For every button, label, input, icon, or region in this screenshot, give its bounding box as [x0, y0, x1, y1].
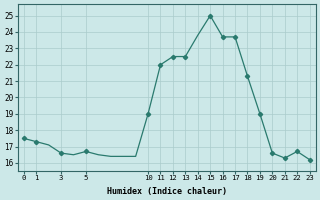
X-axis label: Humidex (Indice chaleur): Humidex (Indice chaleur)	[107, 187, 227, 196]
